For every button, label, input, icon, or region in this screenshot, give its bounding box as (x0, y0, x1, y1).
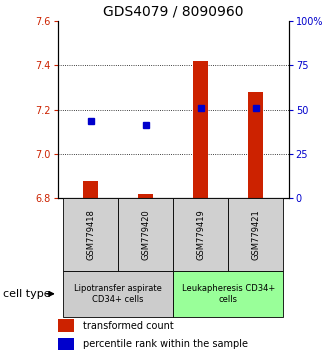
Bar (58, 319, 74, 332)
Text: percentile rank within the sample: percentile rank within the sample (83, 339, 248, 349)
Bar (193, 61, 209, 198)
Bar (228, 198, 283, 271)
Bar (58, 338, 74, 350)
Text: GSM779421: GSM779421 (251, 209, 260, 260)
Text: transformed count: transformed count (83, 321, 174, 331)
Bar (83, 181, 98, 198)
Text: GSM779418: GSM779418 (86, 209, 95, 260)
Bar (63, 198, 118, 271)
Text: GSM779419: GSM779419 (196, 209, 205, 260)
Text: GSM779420: GSM779420 (141, 209, 150, 260)
Bar (248, 92, 263, 198)
Bar (118, 198, 173, 271)
Bar (63, 271, 173, 317)
Text: Lipotransfer aspirate
CD34+ cells: Lipotransfer aspirate CD34+ cells (74, 284, 162, 303)
Title: GDS4079 / 8090960: GDS4079 / 8090960 (103, 5, 244, 19)
Bar (173, 271, 283, 317)
Text: Leukapheresis CD34+
cells: Leukapheresis CD34+ cells (182, 284, 275, 303)
Bar (138, 194, 153, 198)
Bar (173, 198, 228, 271)
Text: cell type: cell type (3, 289, 51, 299)
